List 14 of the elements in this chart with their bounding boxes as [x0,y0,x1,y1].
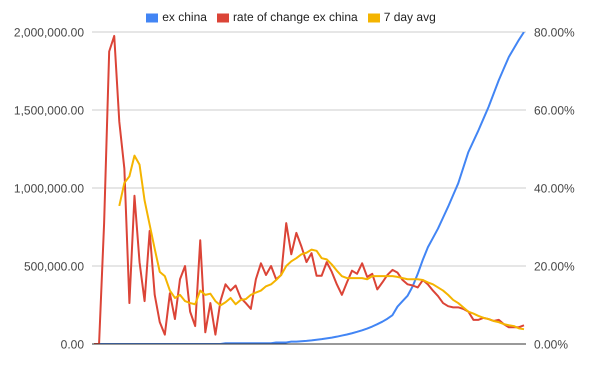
legend-label: rate of change ex china [232,10,358,24]
y2-tick-label: 0.00% [534,337,568,352]
y-tick-label: 500,000.00 [24,259,84,274]
legend-label: ex china [162,10,207,24]
y2-tick-label: 20.00% [534,259,576,274]
y-tick-label: 0.00 [60,337,84,352]
line-series [118,154,525,330]
y-tick-label: 2,000,000.00 [14,25,84,40]
legend-label: 7 day avg [384,10,436,24]
y2-tick-label: 40.00% [534,181,576,196]
y-tick-label: 1,000,000.00 [14,181,84,196]
y2-tick-label: 80.00% [534,25,576,40]
y-tick-label: 1,500,000.00 [14,103,84,118]
y2-tick-label: 60.00% [534,103,576,118]
